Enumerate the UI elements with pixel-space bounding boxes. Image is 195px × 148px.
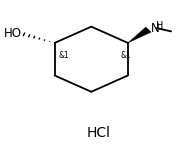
Text: HO: HO [4,27,22,40]
Text: &1: &1 [58,51,69,60]
Text: N: N [151,22,160,35]
Text: HCl: HCl [87,126,111,140]
Text: H: H [156,21,164,31]
Text: &1: &1 [120,51,131,60]
Polygon shape [128,27,151,43]
